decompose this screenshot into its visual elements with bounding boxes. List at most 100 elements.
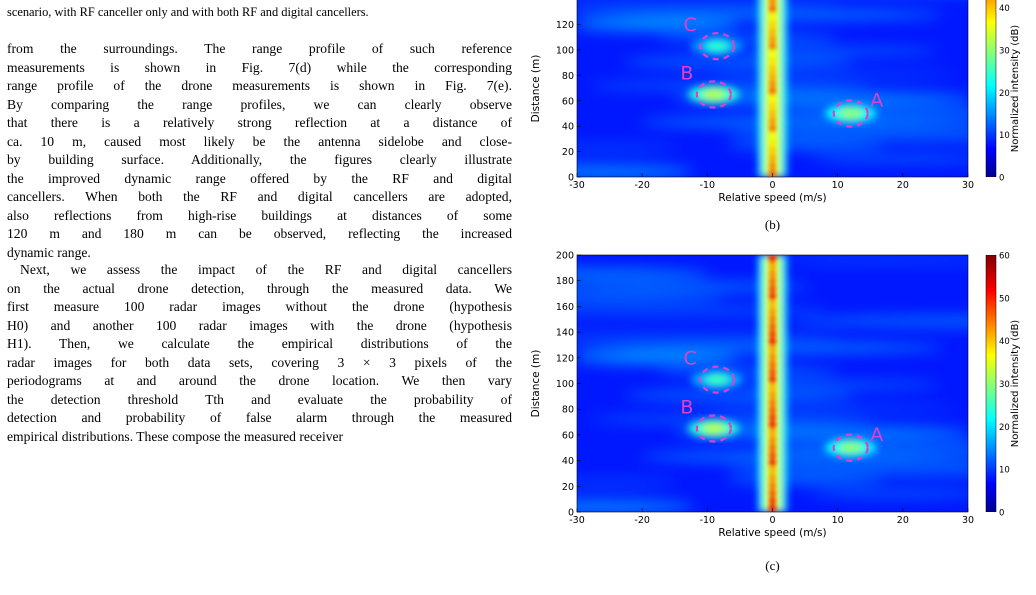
y-tick-label: 0 [568, 173, 574, 184]
panel-label: (c) [765, 558, 779, 573]
text-line: H1). Then, we calculate the empirical di… [7, 336, 512, 351]
x-tick-label: 20 [897, 180, 909, 191]
text-line: by building surface. Additionally, the f… [7, 152, 512, 167]
y-tick-label: 100 [556, 379, 574, 390]
y-tick-label: 200 [556, 251, 574, 262]
x-tick-label: -30 [569, 515, 585, 526]
target-hotspot [824, 104, 877, 123]
text-line: H0) and another 100 radar images with th… [7, 317, 512, 333]
annotation-label: A [870, 90, 883, 112]
y-tick-label: 120 [556, 353, 574, 364]
y-tick-label: 0 [568, 508, 574, 519]
colorbar [985, 0, 997, 177]
x-tick-label: 10 [832, 515, 844, 526]
annotation-a: A [832, 90, 883, 128]
target-hotspot [691, 37, 744, 56]
text-line: measurements is shown in Fig. 7(d) while… [7, 59, 512, 75]
colorbar-tick-label: 30 [999, 47, 1010, 57]
annotation-a: A [832, 424, 883, 462]
x-tick-label: 30 [962, 180, 974, 191]
text-line: ca. 10 m, caused most likely be the ante… [7, 133, 512, 149]
x-tick-label: 10 [832, 180, 844, 191]
annotation-label: B [680, 62, 693, 84]
x-tick-label: 20 [897, 515, 909, 526]
annotation-b: B [680, 62, 732, 109]
x-tick-label: 0 [769, 515, 775, 526]
y-tick-label: 40 [562, 122, 574, 133]
y-tick-label: 140 [556, 328, 574, 339]
x-tick-label: -10 [700, 515, 716, 526]
text-line: that there is a relatively strong reflec… [7, 115, 512, 130]
target-hotspot [824, 438, 877, 457]
text-line: first measure 100 radar images without t… [7, 299, 512, 314]
colorbar-tick-label: 0 [999, 509, 1004, 519]
text-line: dynamic range. [7, 244, 91, 260]
heatmap-field [577, 0, 968, 177]
colorbar-tick-label: 0 [999, 174, 1004, 184]
colorbar-tick-label: 10 [999, 466, 1010, 476]
text-line: detection and probability of false alarm… [7, 410, 512, 425]
target-hotspot [687, 85, 740, 104]
annotation-label: C [683, 348, 696, 370]
text-line: cancellers. When both the RF and digital… [7, 189, 512, 204]
colorbar-tick-label: 40 [999, 4, 1010, 14]
y-tick-label: 180 [556, 276, 574, 287]
heatmap-field [577, 255, 968, 512]
paragraph-range-profile: from the surroundings. The range profile… [7, 40, 512, 262]
y-tick-label: 80 [562, 405, 574, 416]
text-line: Next, we assess the impact of the RF and… [20, 262, 512, 277]
annotation-b: B [680, 396, 732, 443]
target-hotspot [691, 370, 744, 389]
y-axis-label: Distance (m) [530, 55, 542, 123]
x-axis-label: Relative speed (m/s) [718, 527, 826, 539]
colorbar-tick-label: 20 [999, 89, 1010, 99]
figure-caption-fragment: scenario, with RF canceller only and wit… [7, 5, 369, 19]
colorbar-label: Normalized intensity (dB) [1010, 320, 1021, 448]
colorbar-tick-label: 40 [999, 337, 1010, 347]
text-line: range profile of the drone measurements … [7, 78, 512, 93]
annotation-c: C [683, 14, 736, 61]
annotation-label: A [870, 424, 883, 446]
colorbar-tick-label: 20 [999, 423, 1010, 433]
text-line: By comparing the range profiles, we can … [7, 96, 512, 112]
annotation-c: C [683, 348, 736, 394]
y-tick-label: 160 [556, 302, 574, 313]
text-line: periodograms at and around the drone loc… [7, 373, 512, 388]
annotation-label: B [680, 396, 693, 418]
panel-label: (b) [765, 217, 780, 232]
text-column: scenario, with RF canceller only and wit… [0, 0, 515, 595]
y-tick-label: 80 [562, 71, 574, 82]
colorbar [985, 255, 997, 512]
colorbar-label: Normalized intensity (dB) [1010, 25, 1021, 153]
y-tick-label: 60 [562, 96, 574, 107]
y-tick-label: 100 [556, 46, 574, 57]
text-line: also reflections from high-rise building… [7, 207, 512, 223]
y-axis-label: Distance (m) [530, 350, 542, 418]
x-tick-label: -10 [700, 180, 716, 191]
y-tick-label: 120 [556, 20, 574, 31]
annotation-label: C [683, 14, 696, 36]
colorbar-tick-label: 10 [999, 131, 1010, 141]
x-tick-label: -20 [634, 180, 650, 191]
y-tick-label: 60 [562, 430, 574, 441]
text-line: the detection threshold Tth and evaluate… [7, 391, 512, 407]
y-tick-label: 40 [562, 456, 574, 467]
x-axis-label: Relative speed (m/s) [718, 192, 826, 204]
text-line: radar images for both data sets, coverin… [7, 354, 512, 370]
text-line: from the surroundings. The range profile… [7, 41, 512, 56]
colorbar-tick-label: 60 [999, 252, 1010, 262]
x-tick-label: -30 [569, 180, 585, 191]
colorbar-tick-label: 50 [999, 294, 1010, 304]
y-tick-label: 20 [562, 482, 574, 493]
x-tick-label: 30 [962, 515, 974, 526]
y-tick-label: 20 [562, 147, 574, 158]
text-line: the improved dynamic range offered by th… [7, 170, 512, 186]
text-line: empirical distributions. These compose t… [7, 428, 344, 444]
x-tick-label: 0 [769, 180, 775, 191]
target-hotspot [687, 419, 740, 438]
x-tick-label: -20 [634, 515, 650, 526]
text-line: 120 m and 180 m can be observed, reflect… [7, 226, 512, 241]
